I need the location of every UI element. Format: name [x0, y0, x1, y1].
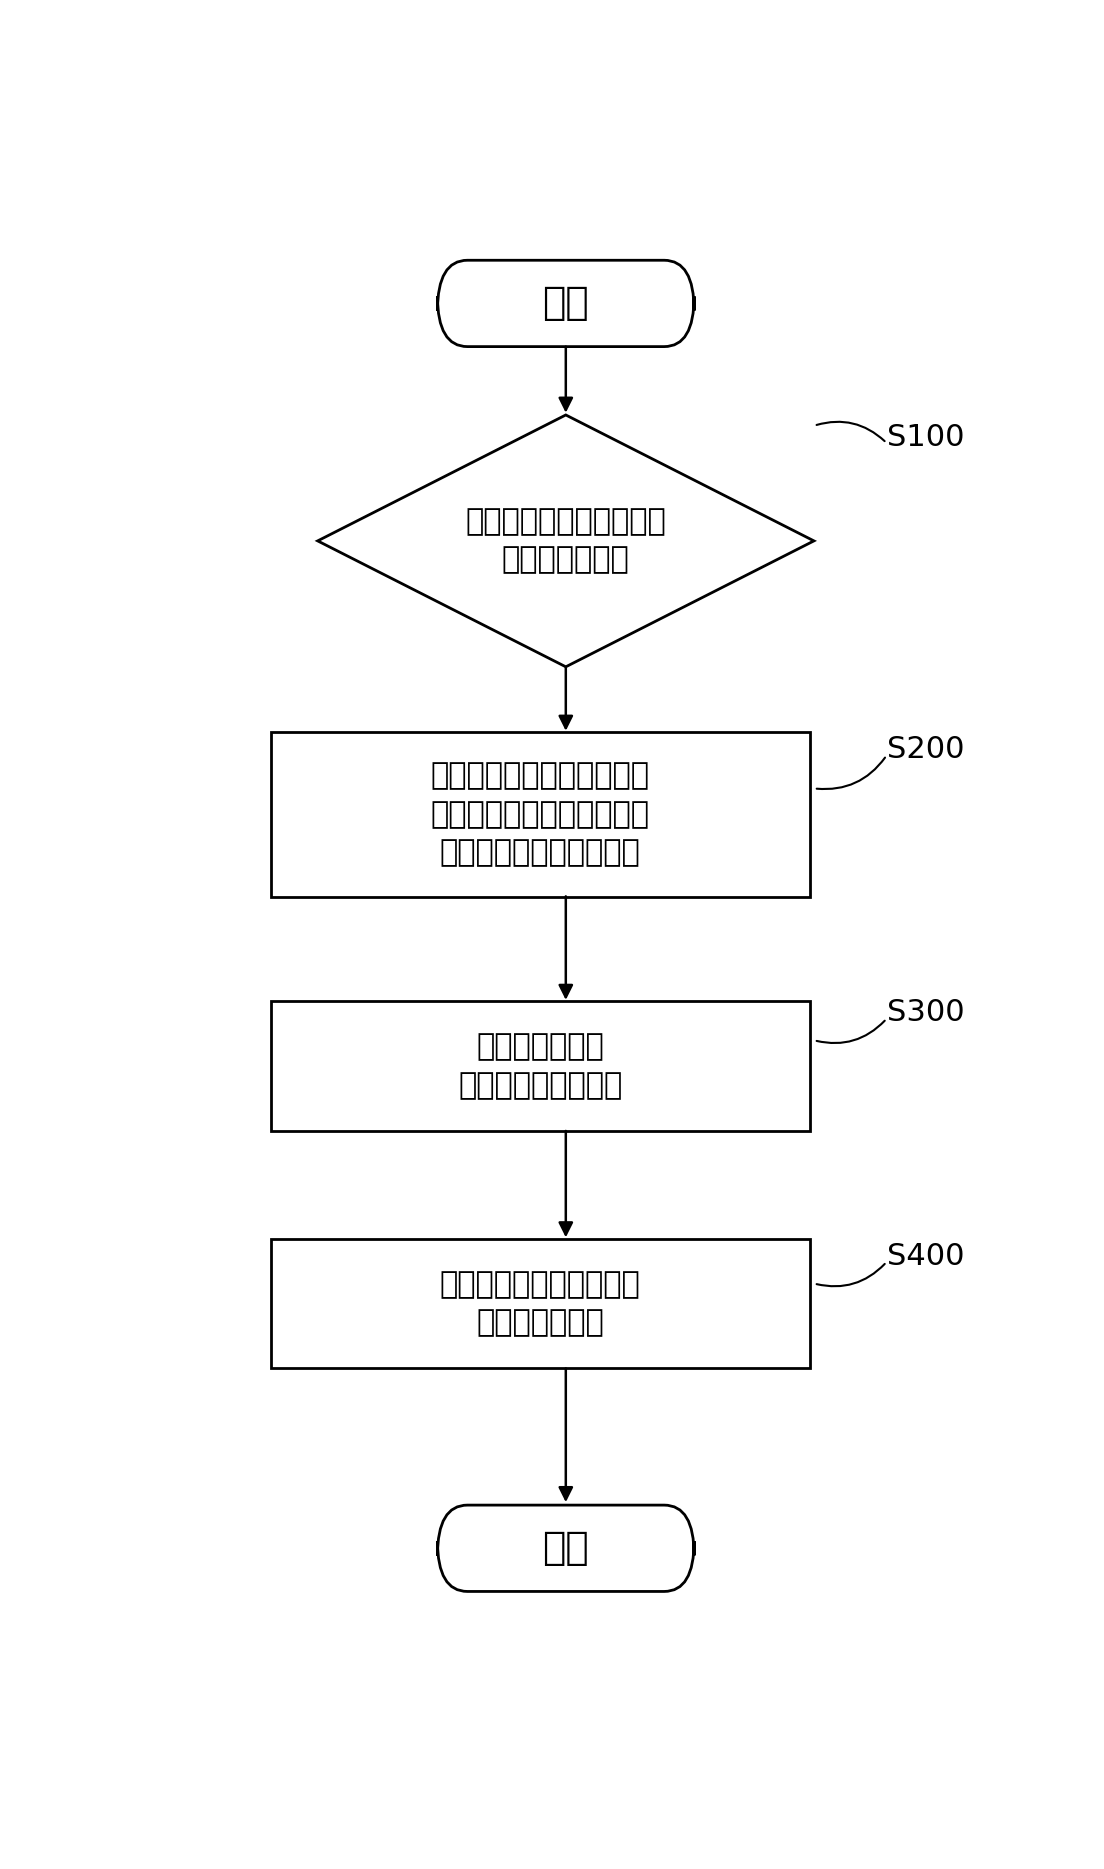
FancyBboxPatch shape [437, 1505, 694, 1591]
Text: S100: S100 [887, 422, 964, 452]
Text: 控制所述待清洁室内机组
同时进行自清洁: 控制所述待清洁室内机组 同时进行自清洁 [439, 1271, 640, 1336]
Text: S300: S300 [887, 998, 964, 1028]
Text: 结束: 结束 [542, 1529, 590, 1568]
Text: S400: S400 [887, 1241, 964, 1271]
Text: 根据预设条件，
设置待清洁室内机组: 根据预设条件， 设置待清洁室内机组 [458, 1032, 623, 1099]
Bar [270, 1239, 809, 1368]
Bar [270, 731, 809, 897]
Polygon shape [318, 415, 814, 667]
Bar [270, 1002, 809, 1131]
Text: 开始: 开始 [542, 284, 590, 323]
Text: 判断多联机的多台室内机
是否需要自清洁: 判断多联机的多台室内机 是否需要自清洁 [466, 506, 666, 574]
Text: 获取需要进行自清洁的室内
机的额定功率，以及获取多
联机的室外机的额定功率: 获取需要进行自清洁的室内 机的额定功率，以及获取多 联机的室外机的额定功率 [431, 763, 649, 867]
FancyBboxPatch shape [437, 260, 694, 346]
Text: S200: S200 [887, 735, 964, 764]
